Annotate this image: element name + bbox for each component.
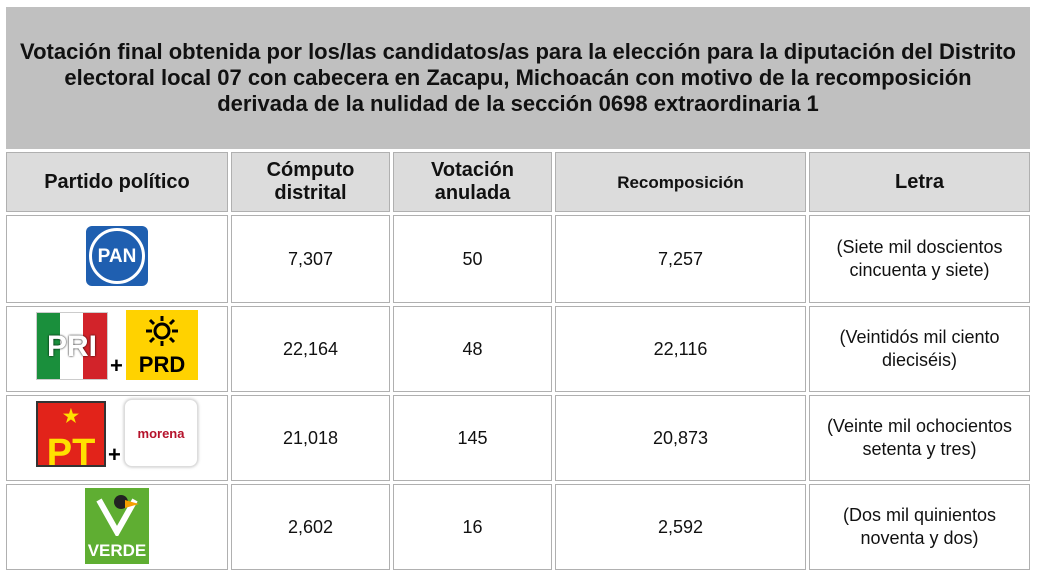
- sun-icon: [146, 316, 178, 346]
- logo-text: VERDE: [87, 541, 147, 560]
- cell: (Veintidós mil ciento dieciséis): [809, 306, 1030, 392]
- cell: 16: [393, 484, 552, 570]
- cell: 145: [393, 395, 552, 481]
- cell: 48: [393, 306, 552, 392]
- header-cell: Recomposición: [555, 152, 806, 212]
- party-cell: PRI + PRD: [6, 306, 228, 392]
- page: Votación final obtenida por los/las cand…: [3, 4, 1033, 573]
- results-table: Votación final obtenida por los/las cand…: [3, 4, 1033, 573]
- star-icon: ★: [62, 406, 80, 426]
- logo-text: PT: [46, 432, 96, 474]
- party-cell: ★ PT + morena: [6, 395, 228, 481]
- cell: (Veinte mil ochocientos setenta y tres): [809, 395, 1030, 481]
- logo-text: PRD: [138, 352, 186, 377]
- cell: 21,018: [231, 395, 390, 481]
- header-cell: Partido político: [6, 152, 228, 212]
- plus-sign: +: [108, 442, 121, 467]
- pan-logo: PAN: [86, 226, 148, 286]
- header-cell: Votación anulada: [393, 152, 552, 212]
- cell: 22,164: [231, 306, 390, 392]
- cell: 20,873: [555, 395, 806, 481]
- party-cell: PAN: [6, 215, 228, 303]
- cell: 7,307: [231, 215, 390, 303]
- cell: 50: [393, 215, 552, 303]
- cell: 22,116: [555, 306, 806, 392]
- table-title: Votación final obtenida por los/las cand…: [6, 7, 1030, 149]
- cell: 2,602: [231, 484, 390, 570]
- cell: 7,257: [555, 215, 806, 303]
- plus-sign: +: [110, 353, 123, 378]
- cell: (Siete mil doscientos cincuenta y siete): [809, 215, 1030, 303]
- cell: (Dos mil quinientos noventa y dos): [809, 484, 1030, 570]
- morena-logo: morena: [124, 399, 198, 467]
- logo-text: PAN: [89, 228, 145, 284]
- cell: 2,592: [555, 484, 806, 570]
- header-cell: Letra: [809, 152, 1030, 212]
- party-cell: VERDE: [6, 484, 228, 570]
- toucan-icon: [96, 495, 139, 536]
- verde-logo: VERDE: [85, 488, 149, 564]
- header-cell: Cómputo distrital: [231, 152, 390, 212]
- prd-logo: PRD: [126, 310, 198, 380]
- pt-logo: ★ PT: [36, 401, 106, 474]
- pri-logo: PRI: [36, 312, 108, 380]
